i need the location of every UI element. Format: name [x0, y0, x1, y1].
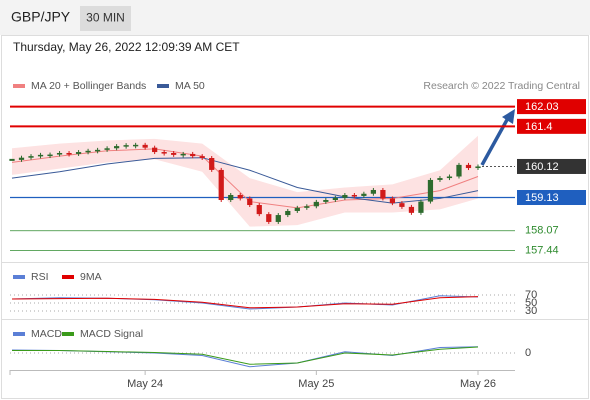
interval-button[interactable] [80, 6, 131, 31]
forecast-arrowhead [502, 109, 515, 124]
candle [456, 164, 462, 177]
candle [446, 176, 453, 179]
candle [171, 152, 177, 155]
candle [47, 154, 53, 157]
candle [332, 197, 338, 201]
candle [85, 150, 91, 153]
legend-label: 9MA [80, 271, 102, 283]
level-label-box [517, 118, 586, 134]
candle [152, 147, 158, 153]
candle [9, 158, 15, 161]
level-label-box [517, 99, 586, 115]
candle [399, 203, 405, 207]
credit: Research © 2022 Trading Central [423, 80, 580, 92]
candle [351, 194, 357, 197]
candle [18, 157, 25, 160]
candle [256, 205, 262, 215]
x-tick-label: May 25 [298, 378, 334, 390]
legend-label: MACD Signal [80, 328, 143, 340]
legend-swatch [13, 332, 25, 336]
y-tick-label: 0 [525, 347, 531, 359]
candle [190, 153, 196, 157]
legend-swatch [157, 84, 169, 88]
candle [342, 194, 348, 198]
legend-label: RSI [31, 271, 49, 283]
candle [380, 189, 386, 199]
chart-frame [1, 35, 589, 399]
candle [37, 154, 44, 157]
x-tick-label: May 26 [460, 378, 496, 390]
candle [247, 198, 253, 206]
candle [275, 215, 281, 222]
y-tick-label: 50 [525, 297, 537, 309]
legend-swatch [62, 332, 74, 336]
candle [427, 179, 434, 202]
candle [408, 206, 415, 213]
legend-swatch [62, 275, 74, 279]
moving-average [11, 157, 479, 204]
candle [199, 156, 205, 159]
candle [113, 146, 120, 149]
rsi-line [11, 296, 479, 309]
candle [361, 193, 367, 196]
candle [209, 158, 215, 170]
candle [142, 144, 148, 148]
candle [104, 148, 110, 150]
candle [323, 200, 329, 202]
legend-label: MACD [31, 328, 62, 340]
level-label: 159.13 [525, 192, 559, 204]
candle [75, 152, 82, 154]
y-tick-label: 30 [525, 305, 537, 317]
level-label: 158.07 [525, 225, 559, 237]
level-label: 162.03 [525, 101, 559, 113]
level-label-box [517, 158, 586, 174]
level-label: 157.44 [525, 244, 559, 256]
candle [218, 169, 224, 201]
candle [266, 214, 272, 222]
level-label-box [517, 190, 586, 206]
symbol: GBP/JPY [11, 9, 71, 25]
candle [66, 152, 72, 155]
candle [161, 152, 167, 154]
candle [285, 210, 291, 216]
candle [313, 201, 319, 207]
interval-label[interactable]: 30 MIN [86, 11, 125, 25]
candle [418, 201, 424, 213]
candle [228, 194, 234, 201]
candle [370, 189, 377, 194]
forecast-arrow [480, 117, 510, 166]
candle [237, 194, 243, 199]
candle [94, 149, 101, 152]
candle [437, 178, 443, 180]
candle [475, 166, 481, 169]
level-label: 161.4 [525, 121, 553, 133]
candle [123, 145, 129, 147]
legend-label: MA 50 [175, 80, 205, 92]
legend-swatch [13, 84, 25, 88]
candle [465, 164, 472, 169]
candle [294, 207, 300, 211]
legend-swatch [13, 275, 25, 279]
candle [56, 152, 63, 155]
timestamp: Thursday, May 26, 2022 12:09:39 AM CET [13, 40, 240, 54]
candle [133, 144, 139, 147]
bollinger-band [12, 135, 478, 227]
macd-line [12, 346, 479, 365]
candle [180, 153, 186, 156]
x-tick-label: May 24 [127, 378, 163, 390]
candle [304, 206, 310, 208]
candle [28, 156, 34, 158]
y-tick-label: 70 [525, 289, 537, 301]
legend-label: MA 20 + Bollinger Bands [31, 80, 146, 92]
level-label: 160.12 [525, 161, 559, 173]
candle [389, 198, 396, 204]
